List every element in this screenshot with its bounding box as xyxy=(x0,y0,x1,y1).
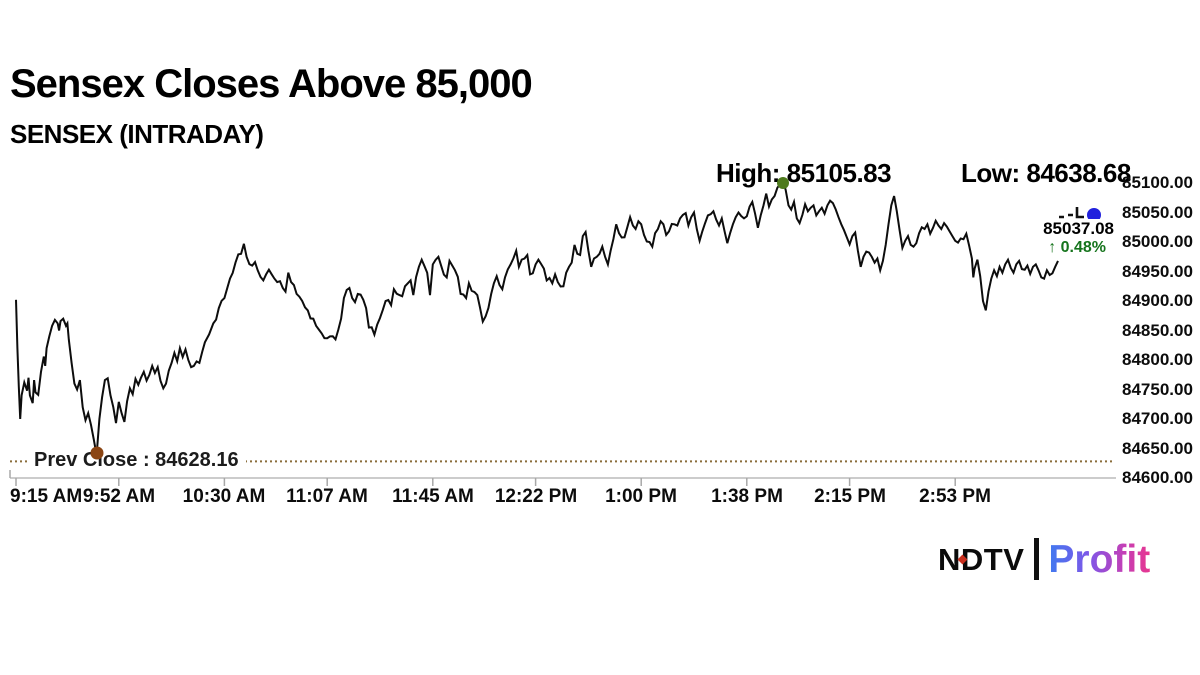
close-settlement-marks xyxy=(1059,207,1084,219)
page-subtitle: SENSEX (INTRADAY) xyxy=(10,119,264,149)
y-axis-tick-label: 84650.00 xyxy=(1122,439,1193,458)
logo-separator-bar xyxy=(1034,538,1040,580)
last-price-label: 85037.08 xyxy=(1018,219,1114,239)
x-axis-tick-label: 11:07 AM xyxy=(286,486,368,507)
prev-close-label: Prev Close : 84628.16 xyxy=(27,449,246,472)
low-annotation: Low: 84638.68 xyxy=(961,158,1131,188)
y-axis-tick-label: 85100.00 xyxy=(1122,173,1193,192)
x-axis-tick-label: 1:00 PM xyxy=(605,486,677,507)
x-axis-tick-label: 9:52 AM xyxy=(82,486,156,507)
ndtv-wordmark: NDTV xyxy=(938,541,1025,577)
ndtv-profit-logo: NDTV Profit xyxy=(938,536,1150,582)
last-change-percent: ↑ 0.48% xyxy=(1048,239,1106,256)
page-title: Sensex Closes Above 85,000 xyxy=(10,62,533,106)
y-axis-tick-label: 84950.00 xyxy=(1122,262,1193,281)
y-axis-tick-label: 84800.00 xyxy=(1122,350,1193,369)
x-axis-tick-label: 1:38 PM xyxy=(711,486,783,507)
high-annotation: High: 85105.83 xyxy=(716,158,892,188)
price-line xyxy=(15,177,1059,456)
profit-wordmark: Profit xyxy=(1048,537,1151,581)
y-axis-tick-label: 84600.00 xyxy=(1122,468,1193,487)
x-axis-tick-label: 11:45 AM xyxy=(392,486,474,507)
x-axis-tick-label: 2:15 PM xyxy=(814,486,886,507)
x-axis-tick-label: 9:15 AM xyxy=(10,486,83,507)
y-axis-tick-label: 84700.00 xyxy=(1122,409,1193,428)
y-axis-tick-label: 85000.00 xyxy=(1122,232,1193,251)
x-axis-tick-label: 2:53 PM xyxy=(919,486,991,507)
y-axis-tick-label: 84750.00 xyxy=(1122,380,1193,399)
y-axis-tick-label: 84900.00 xyxy=(1122,291,1193,310)
x-axis-tick-label: 12:22 PM xyxy=(494,486,578,507)
y-axis-tick-label: 84850.00 xyxy=(1122,321,1193,340)
y-axis-tick-label: 85050.00 xyxy=(1122,203,1193,222)
x-axis-tick-label: 10:30 AM xyxy=(182,486,266,507)
